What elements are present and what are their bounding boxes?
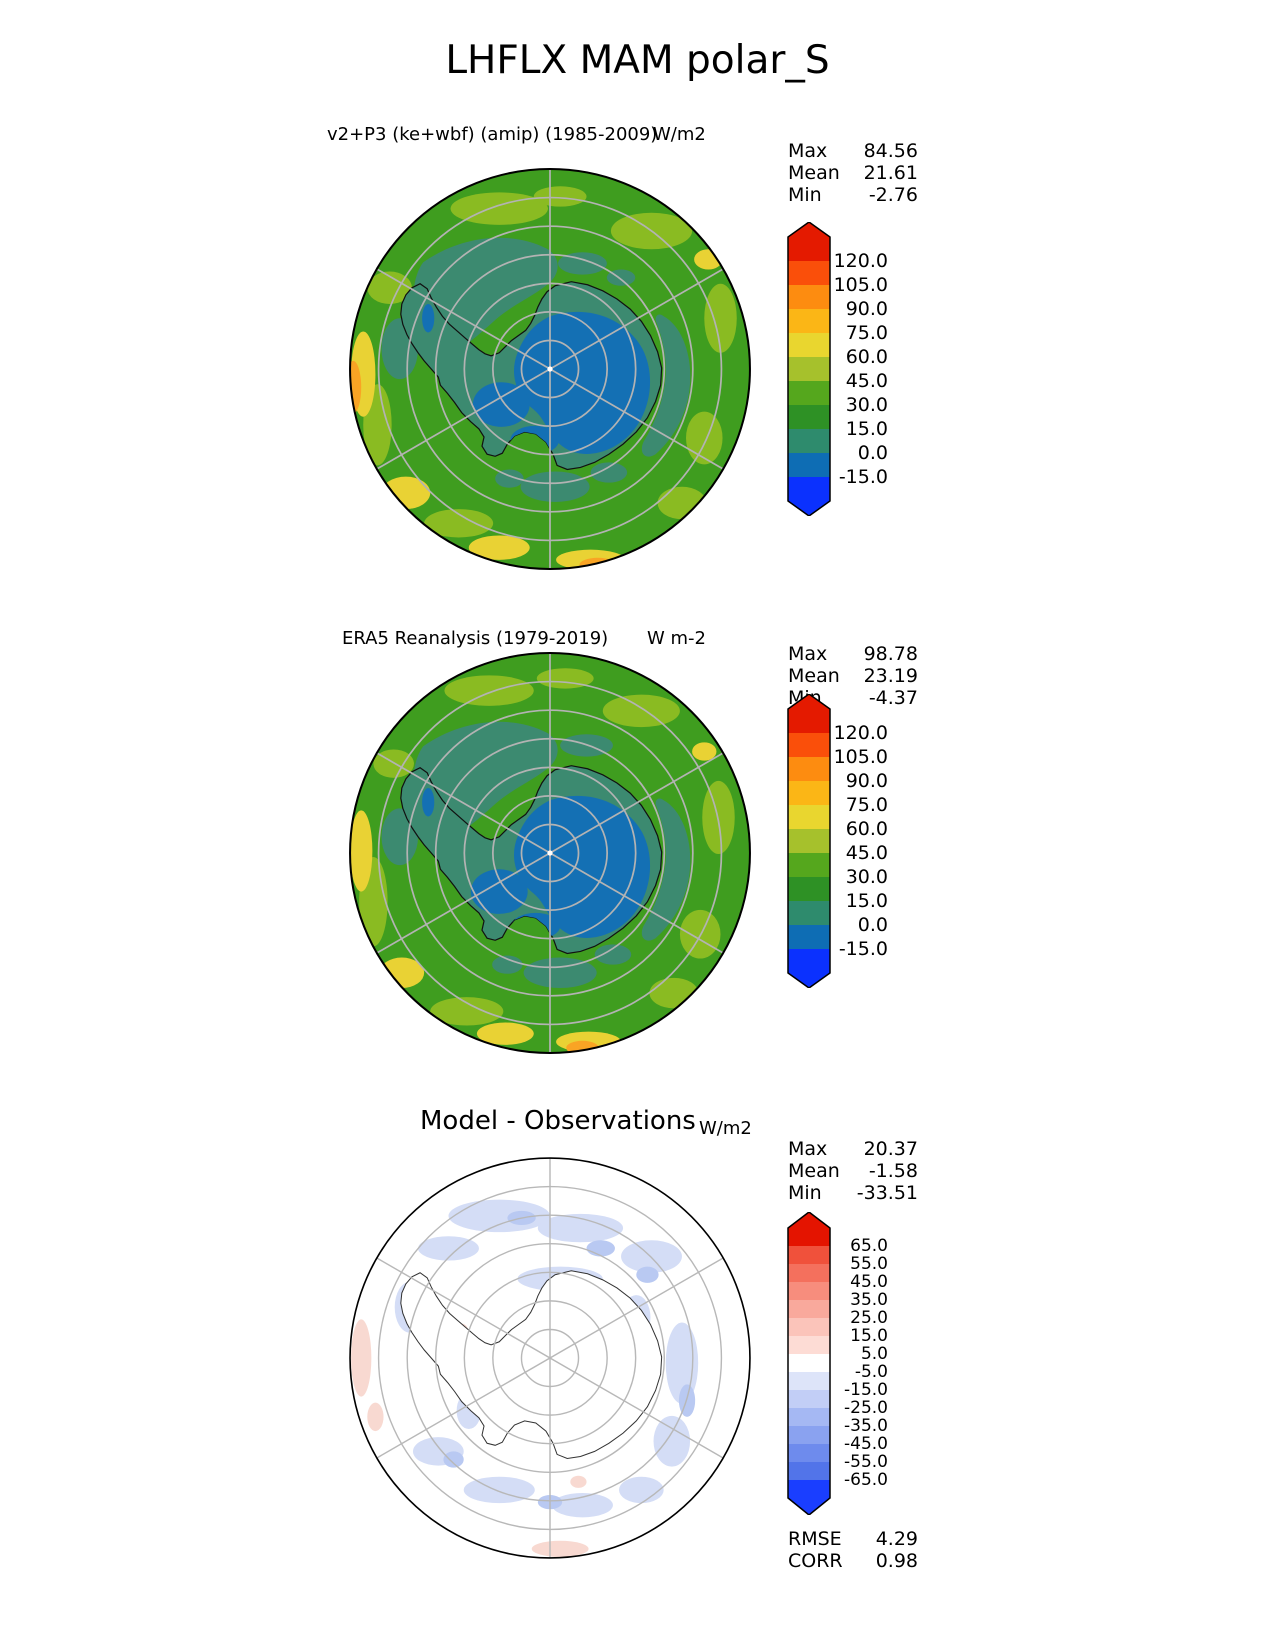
colorbar-bottom-arrow xyxy=(788,501,830,516)
cb-tick: 65.0 xyxy=(850,1236,888,1256)
stat-value: 21.61 xyxy=(863,162,918,184)
map-border xyxy=(349,1157,751,1559)
cb-tick: 75.0 xyxy=(845,322,888,344)
corr-row: CORR 0.98 xyxy=(788,1550,918,1572)
colorbar-top-arrow xyxy=(788,222,830,237)
colorbar-top-arrow xyxy=(788,1212,830,1228)
stat-value: 98.78 xyxy=(863,643,918,665)
cb-tick: 55.0 xyxy=(850,1254,888,1274)
cb-tick: 90.0 xyxy=(845,298,888,320)
panel1-units: W/m2 xyxy=(653,124,706,145)
model-colorbar xyxy=(787,222,831,516)
colorbar-bottom-arrow xyxy=(788,973,830,988)
difference-map xyxy=(349,1157,751,1559)
panel1-stat-min: Min -2.76 xyxy=(788,184,918,206)
panel3-title: Model - Observations xyxy=(420,1106,696,1136)
stat-label: Mean xyxy=(788,162,840,184)
panel3-stat-mean: Mean -1.58 xyxy=(788,1160,918,1182)
cb-tick: 120.0 xyxy=(833,722,888,744)
south-pole-marker xyxy=(547,850,553,856)
stat-value: -4.37 xyxy=(868,687,918,709)
cb-tick: 120.0 xyxy=(833,250,888,272)
cb-tick: 105.0 xyxy=(833,274,888,296)
cb-tick: 30.0 xyxy=(845,394,888,416)
south-pole-marker xyxy=(547,366,553,372)
stat-label: RMSE xyxy=(788,1528,842,1550)
cb-tick: -15.0 xyxy=(838,938,888,960)
cb-tick: 45.0 xyxy=(845,370,888,392)
cb-tick: 45.0 xyxy=(850,1272,888,1292)
stat-label: Max xyxy=(788,140,828,162)
panel1-title: v2+P3 (ke+wbf) (amip) (1985-2009) xyxy=(327,124,658,145)
cb-tick: 75.0 xyxy=(845,794,888,816)
panel1-stat-mean: Mean 21.61 xyxy=(788,162,918,184)
stat-value: 20.37 xyxy=(863,1138,918,1160)
cb-tick: -25.0 xyxy=(844,1398,888,1418)
figure-title: LHFLX MAM polar_S xyxy=(445,38,830,83)
colorbar-outline xyxy=(787,1212,831,1515)
stat-value: 23.19 xyxy=(863,665,918,687)
rmse-row: RMSE 4.29 xyxy=(788,1528,918,1550)
colorbar-outline xyxy=(787,694,831,988)
reanalysis-map xyxy=(349,652,751,1054)
cb-tick: 35.0 xyxy=(850,1290,888,1310)
light-green-patches xyxy=(363,186,737,538)
stat-label: Mean xyxy=(788,1160,840,1182)
panel3-stat-min: Min -33.51 xyxy=(788,1182,918,1204)
cb-tick: 0.0 xyxy=(857,442,888,464)
stat-label: Min xyxy=(788,1182,822,1204)
cb-tick: 5.0 xyxy=(860,1344,888,1364)
antarctica-continent xyxy=(400,1270,663,1460)
stat-value: -33.51 xyxy=(856,1182,918,1204)
panel2-stat-mean: Mean 23.19 xyxy=(788,665,918,687)
cb-tick: -5.0 xyxy=(854,1362,888,1382)
stat-label: CORR xyxy=(788,1550,843,1572)
graticule xyxy=(376,1158,724,1558)
panel2-units: W m-2 xyxy=(647,628,707,649)
cb-tick: 90.0 xyxy=(845,770,888,792)
panel3-stat-max: Max 20.37 xyxy=(788,1138,918,1160)
panel1-stat-max: Max 84.56 xyxy=(788,140,918,162)
difference-colorbar xyxy=(787,1212,831,1515)
cb-tick: 15.0 xyxy=(845,418,888,440)
cb-tick: -65.0 xyxy=(844,1470,888,1490)
stat-value: -1.58 xyxy=(868,1160,918,1182)
cb-tick: 45.0 xyxy=(845,842,888,864)
cb-tick: 25.0 xyxy=(850,1308,888,1328)
reanalysis-colorbar xyxy=(787,694,831,988)
cb-tick: 0.0 xyxy=(857,914,888,936)
colorbar-bottom-arrow xyxy=(788,1498,830,1515)
panel3-units: W/m2 xyxy=(699,1118,752,1139)
stat-label: Max xyxy=(788,1138,828,1160)
cb-tick: 60.0 xyxy=(845,346,888,368)
model-map xyxy=(349,168,751,570)
map-border xyxy=(349,652,751,1054)
stat-label: Mean xyxy=(788,665,840,687)
colorbar-outline xyxy=(787,222,831,516)
panel2-stat-max: Max 98.78 xyxy=(788,643,918,665)
stat-value: 84.56 xyxy=(863,140,918,162)
panel2-title: ERA5 Reanalysis (1979-2019) xyxy=(342,628,609,649)
cb-tick: 30.0 xyxy=(845,866,888,888)
cb-tick: -45.0 xyxy=(844,1434,888,1454)
cb-tick: -35.0 xyxy=(844,1416,888,1436)
stat-value: 0.98 xyxy=(875,1550,918,1572)
cb-tick: -55.0 xyxy=(844,1452,888,1472)
cb-tick: -15.0 xyxy=(844,1380,888,1400)
cb-tick: 15.0 xyxy=(845,890,888,912)
stat-label: Max xyxy=(788,643,828,665)
cb-tick: 105.0 xyxy=(833,746,888,768)
colorbar-top-arrow xyxy=(788,694,830,709)
cb-tick: 60.0 xyxy=(845,818,888,840)
stat-value: 4.29 xyxy=(875,1528,918,1550)
cb-tick: -15.0 xyxy=(838,466,888,488)
stat-value: -2.76 xyxy=(868,184,918,206)
map-border xyxy=(349,168,751,570)
stat-label: Min xyxy=(788,184,822,206)
cb-tick: 15.0 xyxy=(850,1326,888,1346)
